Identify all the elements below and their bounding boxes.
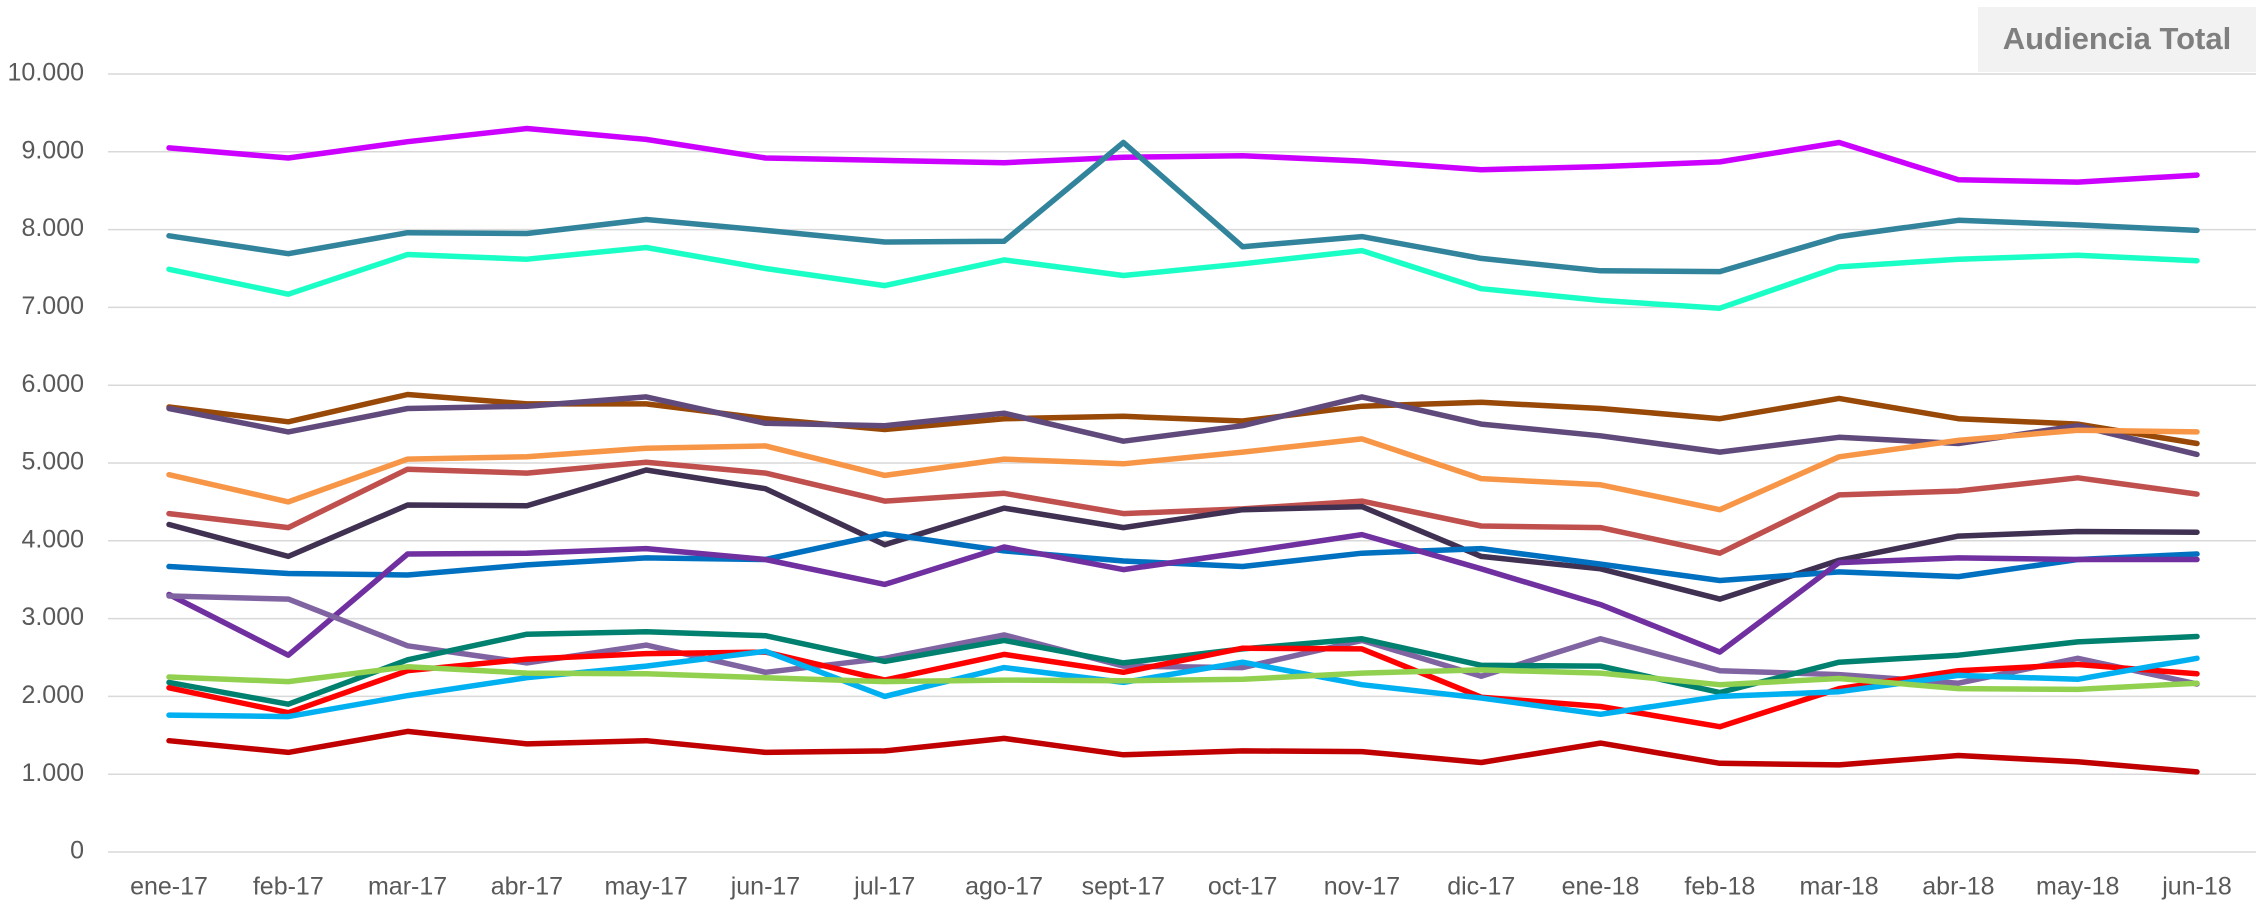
y-tick-label: 0 [70,837,84,865]
y-tick-label: 3.000 [21,603,84,631]
grid: 0 1.000 2.000 3.000 4.000 5.000 6.000 7.000 8.00… [8,59,2256,901]
lines [166,125,2200,775]
y-tick-label: 5.000 [21,448,84,476]
x-tick-label: abr-18 [1922,873,1994,901]
x-tick-label: mar-17 [368,873,447,901]
x-tick-label: ene-17 [130,873,208,901]
y-tick-label: 4.000 [21,525,84,553]
x-tick-label: mar-18 [1800,873,1879,901]
title-box [1978,7,2256,72]
series-line [166,459,2200,556]
y-tick-label: 1.000 [21,759,84,787]
x-tick-label: jun-17 [730,873,801,901]
x-tick-label: abr-17 [491,873,563,901]
series-line [166,139,2200,275]
y-tick-label: 10.000 [8,59,84,87]
series-line [166,531,2200,658]
x-tick-label: jul-17 [853,873,915,901]
series-line [166,244,2200,311]
x-tick-label: oct-17 [1208,873,1277,901]
x-tick-label: may-17 [604,873,687,901]
x-tick-label: feb-18 [1684,873,1755,901]
series-line [166,125,2200,185]
x-tick-label: ago-17 [965,873,1043,901]
y-tick-label: 6.000 [21,370,84,398]
x-tick-label: dic-17 [1447,873,1515,901]
chart-title: Audiencia Total [2003,21,2232,56]
y-tick-label: 7.000 [21,292,84,320]
x-tick-label: may-18 [2036,873,2119,901]
series-line [166,629,2200,707]
series-line [166,427,2200,513]
y-tick-label: 9.000 [21,136,84,164]
x-tick-label: jun-18 [2161,873,2232,901]
x-tick-label: ene-18 [1562,873,1640,901]
series-line [166,728,2200,775]
x-tick-label: nov-17 [1324,873,1400,901]
x-tick-label: feb-17 [253,873,324,901]
series-line [166,664,2200,693]
y-tick-label: 8.000 [21,214,84,242]
series-line [166,648,2200,720]
series-line [166,467,2200,602]
x-tick-label: sept-17 [1082,873,1165,901]
series-line [166,394,2200,458]
series-line [166,391,2200,447]
y-tick-label: 2.000 [21,681,84,709]
series-line [166,645,2200,730]
